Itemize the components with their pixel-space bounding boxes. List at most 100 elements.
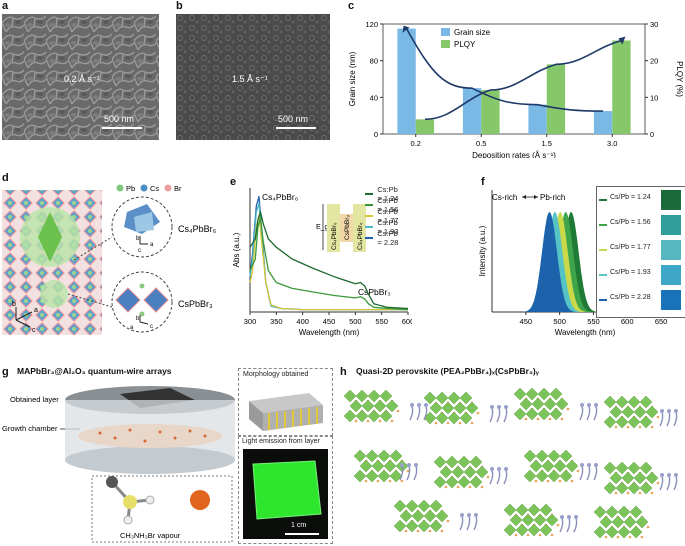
ylabel-c: Grain size (nm): [348, 51, 357, 106]
legend-item-f: Cs/Pb = 1.56: [599, 215, 683, 237]
panel-label-c: c: [348, 0, 355, 12]
octahedron-h: [513, 387, 527, 401]
pea-ligand-h: [473, 515, 478, 531]
octahedron-h: [633, 471, 647, 485]
octahedron-h: [353, 449, 367, 463]
legend-swatch-f: [599, 249, 607, 251]
octahedron-h: [389, 449, 403, 463]
octahedron-h: [405, 499, 419, 513]
axis-a-bottom-label: a: [130, 325, 134, 331]
octahedron-h: [525, 407, 539, 421]
octahedron-h: [527, 503, 541, 517]
cs-atom-h: [566, 407, 570, 411]
chart-f: Cs-rich Pb-rich 450 500 550 600 650 Wavelengt…: [478, 190, 678, 337]
rate-label-a: 0.2 Å s⁻¹: [64, 74, 100, 84]
octahedron-h: [457, 475, 471, 489]
cspbbr3-domain: [40, 280, 68, 308]
emission-peak-f: [523, 212, 576, 312]
pea-ligand-h: [659, 411, 664, 427]
band-left: [327, 204, 340, 252]
octahedron-h: [515, 523, 529, 537]
octahedron-h: [531, 397, 545, 411]
cs-atom-h: [440, 529, 444, 533]
cs-atom-h: [404, 529, 408, 533]
octahedron-h: [435, 391, 449, 405]
pb-atom-bottom: [139, 311, 145, 317]
quasi-2d-illustration: [343, 387, 678, 539]
octahedron-h: [615, 415, 629, 429]
morphology-label: Morphology obtained: [243, 371, 309, 378]
pea-ligand-h: [409, 405, 414, 421]
bar-grain-size: [397, 28, 416, 134]
octahedron-h: [635, 515, 649, 529]
pea-ligand-h: [579, 465, 584, 481]
xtick-label-f: 450: [520, 317, 533, 326]
trend-curve-grain-size: [405, 28, 604, 112]
panel-label-g: g: [2, 366, 9, 378]
octahedron-h: [385, 399, 399, 413]
xtick-label-c: 0.5: [476, 139, 486, 148]
octahedron-h: [527, 523, 541, 537]
octahedron-h: [361, 399, 375, 413]
pea-ligand-h: [586, 465, 591, 481]
pea-ligand-h: [659, 475, 664, 491]
octahedron-h: [435, 509, 449, 523]
pea-ligand-h: [559, 517, 564, 533]
octahedron-h: [355, 389, 369, 403]
legend-item-e: Cs:Pb = 1.56: [365, 196, 403, 214]
axis-a-main-label: a: [34, 307, 38, 314]
panel-label-e: e: [230, 176, 237, 188]
bar-plqy: [481, 90, 500, 134]
cs-atom-h: [628, 535, 632, 539]
ytick-label-c: 120: [365, 20, 378, 29]
octahedron-h: [629, 525, 643, 539]
stack-label-2: CsPbBr₃: [344, 215, 351, 240]
pea-head-h: [474, 513, 478, 517]
octahedron-h: [377, 449, 391, 463]
legend-swatch-e: [365, 215, 374, 217]
pea-head-h: [560, 515, 564, 519]
pea-ligand-h: [416, 405, 421, 421]
trend-curve-plqy: [424, 39, 622, 121]
cs-atom-h: [366, 419, 370, 423]
y2tick-label-c: 30: [650, 20, 658, 29]
octahedron-h: [609, 405, 623, 419]
octahedron-h: [521, 513, 535, 527]
octahedron-h: [617, 525, 631, 539]
octahedron-h: [593, 525, 607, 539]
emission-photo: 1 cm: [243, 449, 328, 539]
octahedron-h: [621, 471, 635, 485]
octahedron-h: [423, 391, 437, 405]
axis-c-bottom-label: c: [150, 324, 153, 330]
xtick-label-f: 650: [655, 317, 668, 326]
octahedron-h: [547, 449, 561, 463]
pea-head-h: [407, 463, 411, 467]
octahedron-h: [367, 389, 381, 403]
scale-label-b: 500 nm: [278, 114, 309, 124]
octahedron-h: [605, 505, 619, 519]
cs4pbbr6-cluster-face: [134, 212, 154, 232]
cs-atom-h: [458, 421, 462, 425]
cs-atom-h: [640, 535, 644, 539]
chart-e: Cs₄PbBr₆ CsPbBr₃ E_g Cs₄PbBr₆ CsPbBr₃ Cs…: [232, 188, 412, 337]
cs-atom-h: [486, 475, 490, 479]
legend-swatch-f: [599, 199, 607, 201]
crystal-structure-d: b c a Pb Cs Br b a c Cs₄PbBr₆ b a c CsPb…: [2, 184, 217, 335]
octahedron-h: [603, 461, 617, 475]
sample-photo-f: [661, 215, 681, 235]
ylabel-e: Abs (a.u.): [232, 232, 241, 267]
panel-label-b: b: [176, 0, 183, 12]
cs-atom-h: [650, 491, 654, 495]
band-diagram-inset: E_g Cs₄PbBr₆ CsPbBr₃ Cs₄PbBr₆: [316, 204, 366, 252]
cs-atom-h: [526, 533, 530, 537]
legend-label-f: Cs/Pb = 2.28: [610, 294, 651, 301]
octahedron-h: [533, 513, 547, 527]
pea-head-h: [587, 403, 591, 407]
octahedron-h: [367, 409, 381, 423]
pb-atom-top: [139, 283, 145, 289]
morphology-box: Morphology obtained: [238, 368, 333, 436]
octahedron-h: [605, 525, 619, 539]
cs-atom-h: [548, 417, 552, 421]
legend-label-f: Cs/Pb = 1.93: [610, 269, 651, 276]
octahedron-h: [429, 519, 443, 533]
